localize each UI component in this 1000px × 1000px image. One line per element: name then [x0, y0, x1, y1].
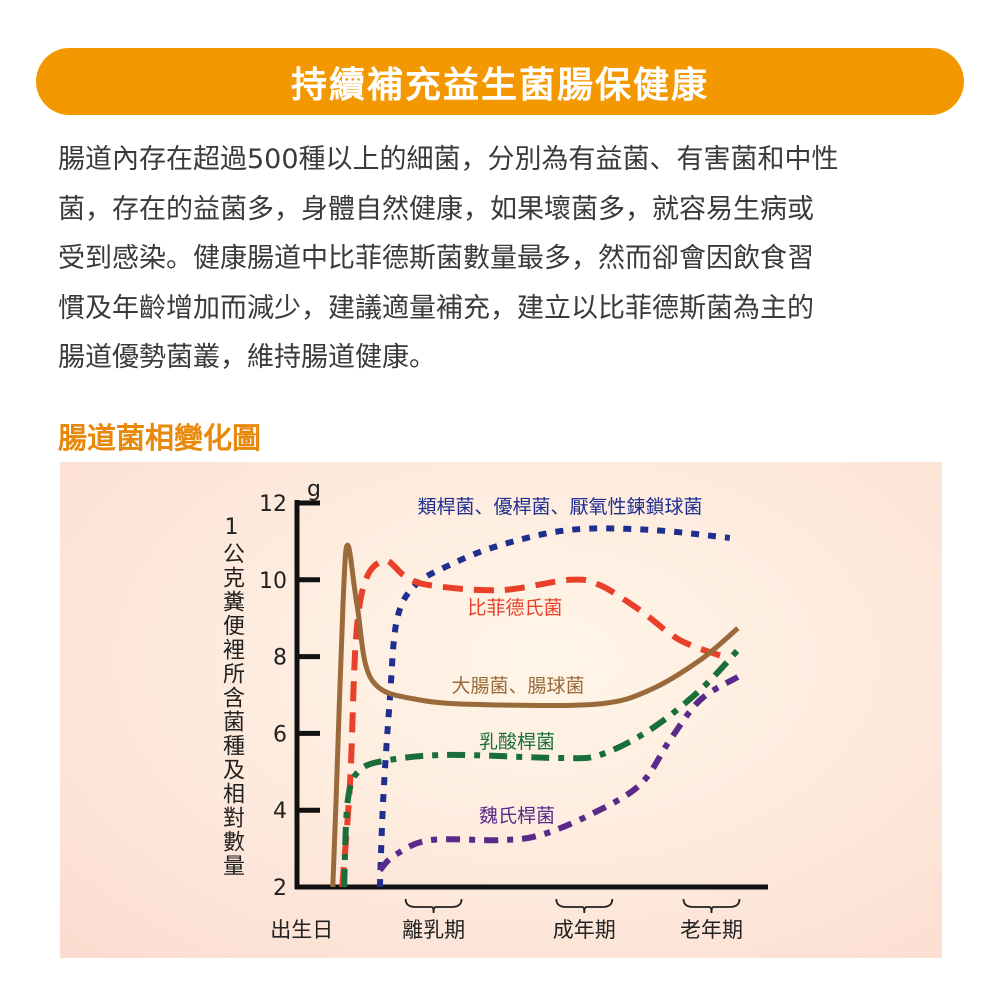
series-line — [376, 525, 731, 888]
series-label: 比菲德氏菌 — [467, 597, 562, 619]
series-label: 乳酸桿菌 — [479, 731, 555, 753]
chart-panel — [60, 462, 942, 958]
intro-line: 慣及年齡增加而減少，建議適量補充，建立以比菲德斯菌為主的 — [58, 292, 814, 324]
x-category-label: 出生日 — [270, 918, 333, 942]
intro-line: 腸道內存在超過500種以上的細菌，分別為有益菌、有害菌和中性 — [58, 144, 839, 175]
y-tick-label: 12 — [259, 492, 287, 517]
series-label: 類桿菌、優桿菌、厭氧性鍊鎖球菌 — [417, 496, 702, 518]
y-unit-label: g — [307, 477, 321, 502]
x-category-label: 離乳期 — [402, 918, 465, 942]
intro-line: 腸道優勢菌叢，維持腸道健康。 — [58, 342, 436, 373]
section-title: 腸道菌相變化圖 — [58, 421, 262, 455]
series-label: 大腸菌、腸球菌 — [451, 675, 584, 697]
x-category-label: 老年期 — [680, 918, 743, 942]
series-line — [330, 542, 740, 888]
intro-line: 菌，存在的益菌多，身體自然健康，如果壞菌多，就容易生病或 — [58, 193, 814, 225]
series-line — [377, 674, 740, 873]
y-tick-label: 4 — [273, 799, 287, 824]
x-category-brace — [555, 898, 614, 914]
series-label: 魏氏桿菌 — [479, 805, 555, 827]
y-tick-label: 2 — [273, 876, 287, 901]
series-line — [339, 557, 730, 888]
y-tick-label: 8 — [273, 646, 287, 671]
y-axis-label: 1公克糞便裡所含菌種及相對數量 — [219, 515, 244, 878]
x-category-brace — [682, 898, 741, 914]
page-title: 持續補充益生菌腸保健康 — [290, 64, 709, 106]
y-tick-label: 10 — [259, 569, 287, 594]
y-tick-label: 6 — [273, 722, 287, 747]
series-line — [341, 648, 741, 888]
intro-paragraph: 腸道內存在超過500種以上的細菌，分別為有益菌、有害菌和中性 菌，存在的益菌多，… — [58, 135, 948, 383]
x-category-brace — [404, 898, 463, 914]
title-banner: 持續補充益生菌腸保健康 — [36, 48, 964, 115]
x-category-label: 成年期 — [553, 918, 616, 942]
intro-line: 受到感染。健康腸道中比菲德斯菌數量最多，然而卻會因飲食習 — [58, 243, 814, 274]
